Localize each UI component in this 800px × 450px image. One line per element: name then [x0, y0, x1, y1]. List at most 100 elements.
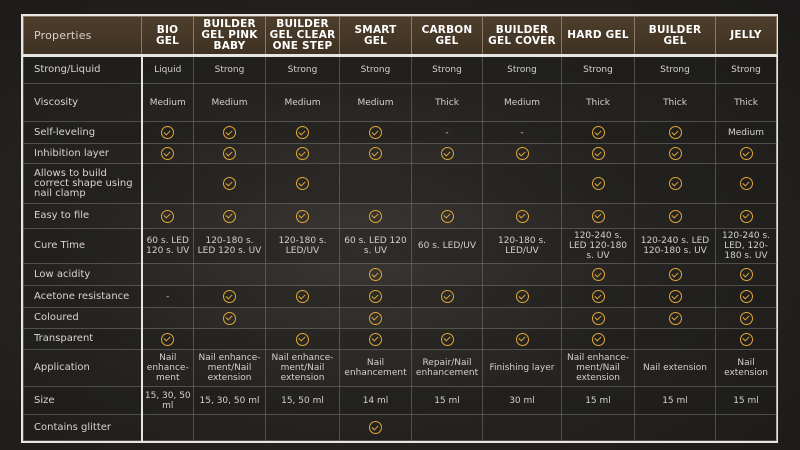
table-cell [634, 328, 716, 350]
table-cell: 120-180 s. LED/UV [265, 228, 340, 264]
table-cell [561, 285, 635, 308]
table-cell: Nail enhance-ment [141, 349, 194, 387]
row-label: Viscosity [23, 83, 143, 122]
check-circle-icon [668, 177, 682, 190]
table-cell [482, 414, 562, 441]
check-circle-icon [440, 147, 454, 160]
row-label: Application [23, 349, 143, 387]
table-cell [411, 203, 483, 229]
table-cell: Medium [482, 83, 562, 122]
check-circle-icon [223, 311, 236, 325]
row-label: Coloured [23, 307, 143, 329]
table-row: Size 15, 30, 50 ml 15, 30, 50 ml 15, 50 ml 1… [23, 386, 777, 415]
table-cell [634, 163, 716, 204]
table-cell [561, 143, 635, 164]
check-circle-icon [515, 290, 529, 303]
table-cell [715, 163, 777, 204]
row-label: Acetone resistance [23, 285, 143, 308]
table-cell [715, 263, 777, 286]
table-cell: Nail enhance-ment/Nail extension [265, 349, 340, 387]
table-cell: Nail enhance-ment/Nail extension [561, 349, 635, 387]
table-cell: Strong [411, 55, 483, 84]
table-cell: 60 s. LED/UV [411, 228, 483, 264]
table-cell [715, 307, 777, 329]
check-circle-icon [369, 311, 382, 325]
table-cell: Nail extension [634, 349, 716, 387]
table-cell [141, 143, 194, 164]
check-circle-icon [739, 332, 753, 346]
table-row: Allows to build correct shape using nail… [23, 163, 777, 204]
check-circle-icon [668, 268, 682, 281]
row-label: Inhibition layer [23, 143, 143, 164]
check-circle-icon [739, 177, 753, 190]
table-cell: Medium [715, 121, 777, 144]
table-row: Acetone resistance - [23, 285, 777, 308]
table-cell [634, 121, 716, 144]
check-circle-icon [515, 147, 529, 160]
table-cell: Strong [193, 55, 266, 84]
table-cell [265, 263, 340, 286]
row-label: Transparent [23, 328, 143, 350]
check-circle-icon [369, 209, 382, 223]
table-cell [561, 328, 635, 350]
check-circle-icon [591, 268, 605, 281]
check-circle-icon [591, 209, 605, 223]
table-cell [339, 285, 412, 308]
check-circle-icon [369, 268, 382, 281]
table-cell: - [141, 285, 194, 308]
table-cell [141, 203, 194, 229]
row-label: Self-leveling [23, 121, 143, 144]
table-cell: Strong [265, 55, 340, 84]
column-header: SMART GEL [339, 16, 412, 57]
table-cell [715, 414, 777, 441]
table-cell: Medium [339, 83, 412, 122]
table-cell [141, 121, 194, 144]
table-cell: Strong [561, 55, 635, 84]
check-circle-icon [515, 209, 529, 223]
table-cell [141, 414, 194, 441]
row-label: Easy to file [23, 203, 143, 229]
table-cell [561, 263, 635, 286]
check-circle-icon [668, 311, 682, 325]
row-label: Contains glitter [23, 414, 143, 441]
table-cell: Nail enhancement [339, 349, 412, 387]
check-circle-icon [223, 147, 236, 160]
table-cell [634, 263, 716, 286]
check-circle-icon [296, 147, 309, 160]
check-circle-icon [369, 332, 382, 346]
table-cell: Thick [411, 83, 483, 122]
table-cell: Thick [561, 83, 635, 122]
column-header: BUILDER GEL CLEAR ONE STEP [265, 16, 340, 57]
table-cell: Strong [634, 55, 716, 84]
check-circle-icon [223, 209, 236, 223]
table-cell [193, 143, 266, 164]
table-cell: - [411, 121, 483, 144]
table-cell: 15, 50 ml [265, 386, 340, 415]
table-cell [411, 143, 483, 164]
check-circle-icon [296, 290, 309, 303]
table-cell [339, 414, 412, 441]
table-cell: Strong [339, 55, 412, 84]
check-circle-icon [223, 290, 236, 303]
table-cell [411, 307, 483, 329]
table-cell: 60 s. LED 120 s. UV [339, 228, 412, 264]
column-header: BUILDER GEL PINK BABY [193, 16, 266, 57]
table-cell [634, 307, 716, 329]
check-circle-icon [591, 126, 605, 139]
row-label: Size [23, 386, 143, 415]
check-circle-icon [369, 290, 382, 303]
table-cell [193, 285, 266, 308]
table-cell [339, 263, 412, 286]
table-cell: Nail extension [715, 349, 777, 387]
table-cell [634, 203, 716, 229]
table-cell: - [482, 121, 562, 144]
table-cell [715, 203, 777, 229]
table-cell [193, 263, 266, 286]
check-circle-icon [440, 290, 454, 303]
properties-header: Properties [23, 16, 142, 57]
check-circle-icon [296, 177, 309, 190]
table-cell [482, 285, 562, 308]
table-cell: Liquid [141, 55, 194, 84]
table-cell [411, 328, 483, 350]
check-circle-icon [440, 209, 454, 223]
